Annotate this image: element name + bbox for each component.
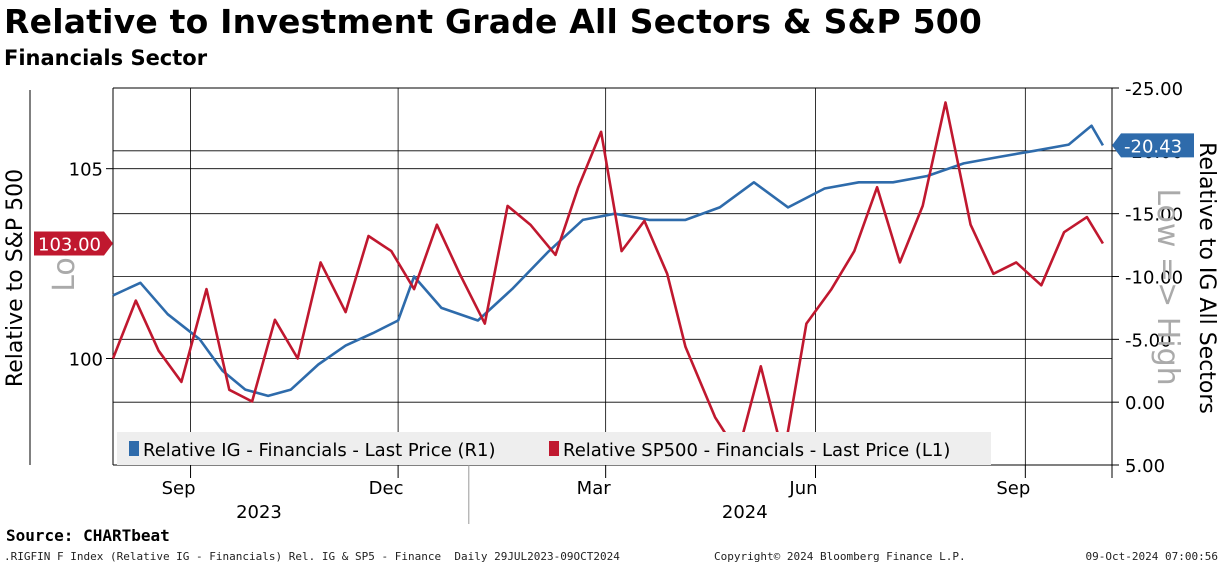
x-axis-year-label: 2024 bbox=[722, 502, 768, 523]
left-axis-title: Relative to S&P 500 bbox=[3, 169, 28, 387]
series-line-relative-sp500 bbox=[111, 101, 1105, 459]
right-axis-value-tag-label: -20.43 bbox=[1124, 136, 1182, 157]
left-axis-tick-label: 100 bbox=[69, 350, 103, 371]
legend-label: Relative IG - Financials - Last Price (R… bbox=[143, 440, 496, 461]
footer-index-info: .RIGFIN F Index (Relative IG - Financial… bbox=[4, 550, 620, 563]
footer-copyright: Copyright© 2024 Bloomberg Finance L.P. bbox=[714, 550, 966, 563]
right-axis-direction-note: Low => High bbox=[1150, 188, 1185, 385]
x-axis-month-label: Jun bbox=[788, 478, 817, 499]
right-axis: -25.00-20.00-15.00-10.00-5.000.005.00Rel… bbox=[1112, 79, 1219, 477]
right-axis-title: Relative to IG All Sectors bbox=[1194, 142, 1219, 414]
left-axis-tick-label: 105 bbox=[69, 160, 103, 181]
legend: Relative IG - Financials - Last Price (R… bbox=[117, 432, 991, 465]
x-axis-month-label: Mar bbox=[577, 478, 612, 499]
footer-timestamp: 09-Oct-2024 07:00:56 bbox=[1085, 550, 1218, 563]
x-axis-month-label: Sep bbox=[996, 478, 1030, 499]
x-axis-month-label: Sep bbox=[162, 478, 196, 499]
x-axis-month-label: Dec bbox=[369, 478, 404, 499]
gridlines bbox=[112, 87, 1113, 466]
right-axis-tick-label: 5.00 bbox=[1125, 456, 1165, 477]
chart-title: Relative to Investment Grade All Sectors… bbox=[4, 2, 983, 41]
right-axis-tick-label: -10.00 bbox=[1125, 268, 1183, 289]
left-axis-value-tag-label: 103.00 bbox=[38, 235, 101, 256]
series-line-relative-ig bbox=[112, 124, 1105, 398]
chart-subtitle: Financials Sector bbox=[4, 46, 208, 70]
right-axis-tick-label: 0.00 bbox=[1125, 393, 1165, 414]
right-axis-tick-label: -5.00 bbox=[1125, 330, 1172, 351]
legend-swatch bbox=[129, 441, 139, 456]
x-axis-year-label: 2023 bbox=[236, 502, 282, 523]
series-lines bbox=[111, 101, 1105, 459]
x-axis: Sep Dec Mar Jun Sep 2023 2024 bbox=[162, 465, 1113, 524]
left-axis-value-tag bbox=[34, 231, 113, 256]
source-label: Source: CHARTbeat bbox=[6, 526, 170, 545]
legend-swatch bbox=[549, 441, 559, 456]
right-axis-tick-label: -15.00 bbox=[1125, 205, 1183, 226]
legend-label: Relative SP500 - Financials - Last Price… bbox=[563, 440, 950, 461]
right-axis-value-tag bbox=[1112, 133, 1194, 158]
right-axis-tick-label: -25.00 bbox=[1125, 79, 1183, 100]
